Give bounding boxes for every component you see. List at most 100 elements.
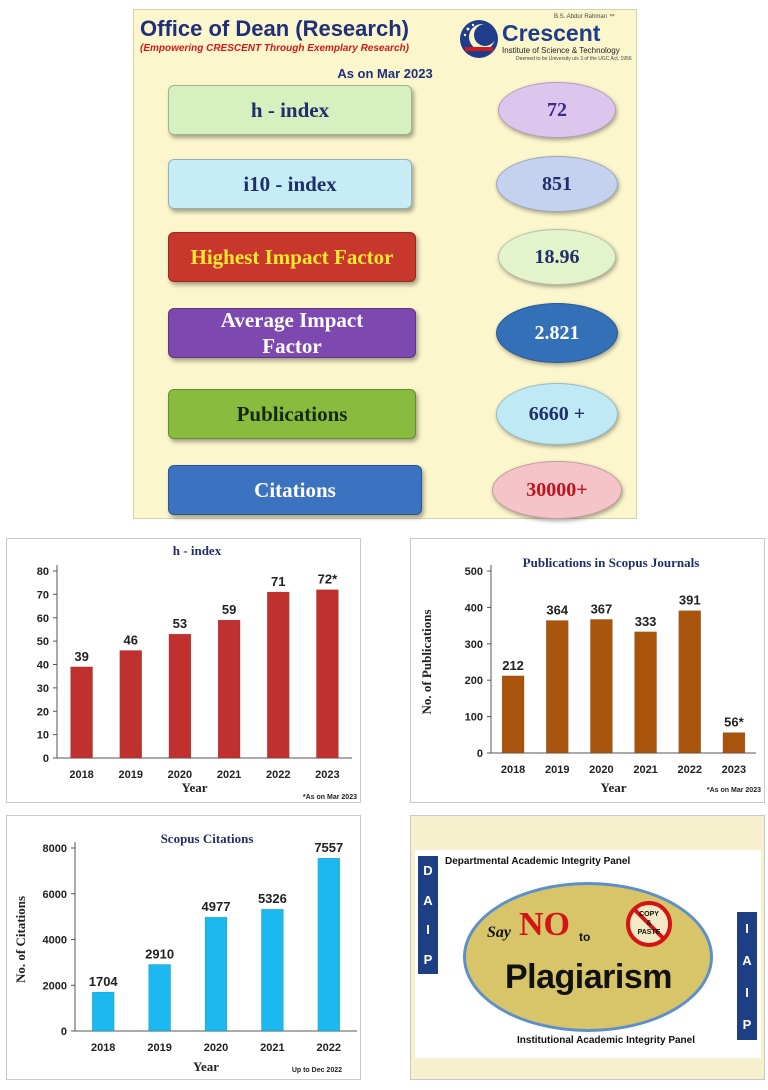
x-tick-label: 2020	[589, 764, 613, 776]
no-copy-paste-icon	[626, 901, 672, 947]
bar	[261, 908, 284, 1032]
x-tick-label: 2018	[91, 1042, 115, 1054]
data-label: 39	[74, 649, 88, 664]
y-tick-label: 40	[37, 660, 49, 672]
bar	[316, 589, 339, 759]
metric-label: Average Impact Factor	[168, 308, 416, 358]
y-tick-label: 200	[465, 675, 483, 687]
copy-paste-text: COPY & PASTE	[625, 910, 673, 937]
publications-chart: Publications in Scopus Journals 0 100 200 30…	[410, 538, 765, 803]
no-text: NO	[519, 906, 570, 943]
y-tick-label: 400	[465, 602, 483, 614]
chart-title: h - index	[173, 543, 222, 558]
amp-symbol: &	[646, 920, 652, 927]
daip-letter: I	[426, 922, 430, 938]
y-tick-label: 4000	[43, 935, 67, 947]
metric-value: 30000+	[492, 461, 622, 519]
x-tick-label: 2023	[722, 764, 746, 776]
y-axis-label: No. of Publications	[419, 609, 434, 714]
metric-value: 18.96	[498, 229, 616, 285]
chart-title: Scopus Citations	[161, 831, 254, 846]
say-no-to-plagiarism-poster: D A I P I A I P Departmental Academic In…	[415, 850, 761, 1058]
data-label: 7557	[314, 840, 343, 855]
metric-label: Citations	[168, 465, 422, 515]
y-tick-label: 80	[37, 566, 49, 578]
x-tick-label: 2020	[168, 769, 192, 781]
metric-value: 72	[498, 82, 616, 138]
chart-footnote: *As on Mar 2023	[707, 787, 761, 794]
x-tick-label: 2019	[119, 769, 143, 781]
office-title: Office of Dean (Research)	[140, 16, 409, 41]
data-label: 364	[546, 603, 568, 618]
copy-word: COPY	[639, 911, 659, 918]
x-tick-label: 2021	[217, 769, 241, 781]
data-label: 212	[502, 658, 524, 673]
x-tick-label: 2023	[315, 769, 339, 781]
bar	[70, 666, 93, 759]
data-label: 59	[222, 602, 236, 617]
y-tick-label: 70	[37, 589, 49, 601]
x-tick-label: 2022	[266, 769, 290, 781]
iaip-letter: P	[742, 1016, 752, 1032]
y-tick-label: 30	[37, 683, 49, 695]
iaip-letter: I	[745, 920, 749, 936]
office-subtitle: (Empowering CRESCENT Through Exemplary R…	[140, 43, 409, 54]
x-tick-label: 2018	[501, 764, 525, 776]
iaip-letter: A	[742, 952, 752, 968]
y-tick-label: 100	[465, 712, 483, 724]
y-tick-label: 60	[37, 613, 49, 625]
data-label: 1704	[89, 974, 119, 989]
to-text: to	[579, 930, 591, 944]
bar	[634, 631, 657, 754]
bar	[546, 620, 569, 754]
say-text: Say	[487, 924, 511, 941]
bar	[204, 916, 228, 1032]
data-label: 53	[173, 616, 187, 631]
crescent-logo: B.S. Abdur Rahman ™ Crescent Institute o…	[456, 12, 636, 66]
y-tick-label: 0	[477, 748, 483, 760]
citations-chart-svg: Scopus Citations 0 2000 4000 6000 8000 1704 201…	[13, 831, 357, 1074]
y-tick-label: 300	[465, 639, 483, 651]
bar	[91, 991, 115, 1032]
logo-note: Deemed to be University u/s 3 of the UGC…	[516, 56, 632, 62]
daip-letter: P	[423, 951, 433, 967]
data-label: 56*	[724, 715, 744, 730]
metric-value: 2.821	[496, 303, 618, 363]
logo-founder: B.S. Abdur Rahman ™	[554, 14, 615, 20]
departmental-panel-title: Departmental Academic Integrity Panel	[445, 856, 631, 867]
data-label: 5326	[258, 891, 287, 906]
data-label: 4977	[202, 899, 231, 914]
chart-title: Publications in Scopus Journals	[523, 555, 700, 570]
logo-institute: Institute of Science & Technology	[502, 46, 620, 55]
x-axis-label: Year	[182, 780, 208, 795]
y-tick-label: 6000	[43, 889, 67, 901]
y-tick-label: 0	[43, 753, 49, 765]
data-label: 72*	[318, 572, 338, 587]
y-tick-label: 8000	[43, 843, 67, 855]
h-index-chart-svg: h - index 0 10 20 30 40 50 60 70 80 39 2018 46 2019 53…	[37, 543, 357, 801]
metric-label: i10 - index	[168, 159, 412, 209]
bar	[119, 650, 142, 759]
data-label: 2910	[145, 946, 174, 961]
crescent-emblem-icon	[460, 20, 498, 58]
chart-footnote: Up to Dec 2022	[292, 1067, 342, 1074]
logo-name: Crescent	[502, 20, 601, 46]
data-label: 71	[271, 574, 285, 589]
x-axis-label: Year	[601, 780, 627, 795]
y-tick-label: 2000	[43, 980, 67, 992]
y-tick-label: 10	[37, 730, 49, 742]
x-tick-label: 2018	[69, 769, 93, 781]
bar	[168, 633, 192, 759]
bar	[722, 732, 746, 754]
bar	[217, 619, 241, 759]
plagiarism-ellipse	[463, 882, 713, 1032]
x-tick-label: 2022	[317, 1042, 341, 1054]
plagiarism-text: Plagiarism	[505, 958, 672, 996]
institutional-panel-title: Institutional Academic Integrity Panel	[517, 1035, 695, 1046]
y-tick-label: 500	[465, 566, 483, 578]
chart-footnote: *As on Mar 2023	[303, 794, 357, 801]
x-tick-label: 2020	[204, 1042, 228, 1054]
paste-word: PASTE	[637, 929, 661, 936]
metric-label: Highest Impact Factor	[168, 232, 416, 282]
bar	[148, 964, 171, 1032]
